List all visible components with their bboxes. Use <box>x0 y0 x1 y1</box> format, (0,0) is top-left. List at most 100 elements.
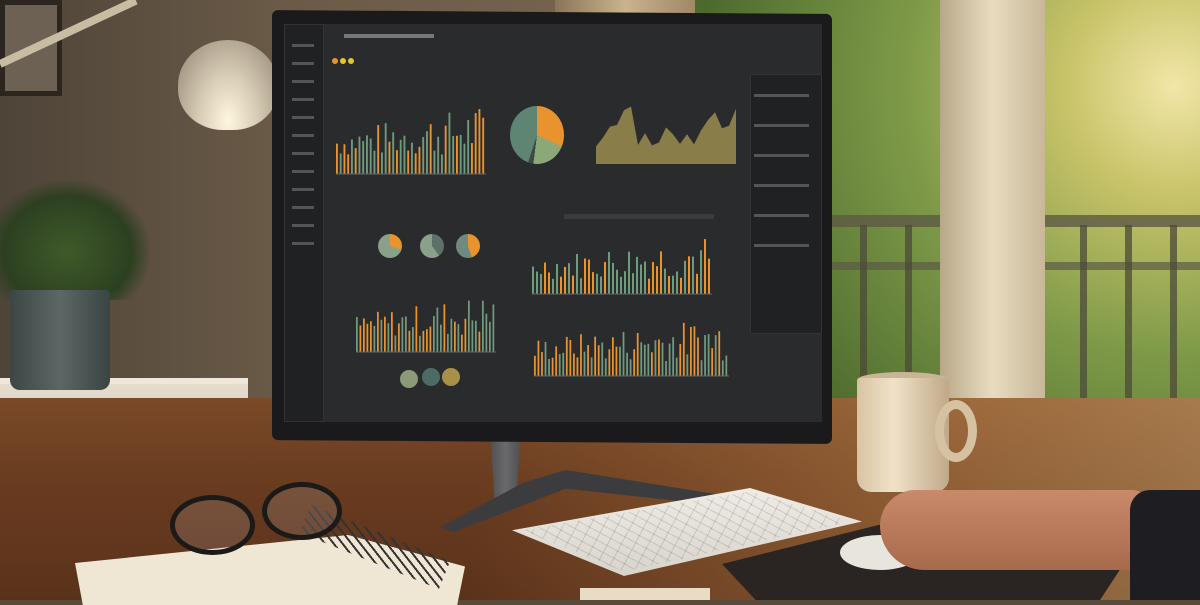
monitor-screen <box>284 24 822 422</box>
chart-bar <box>587 345 589 376</box>
chart-bar <box>359 325 362 352</box>
chart-bar <box>461 334 463 352</box>
railing-post <box>905 225 912 425</box>
chart-bar <box>358 136 361 174</box>
chart-bar <box>640 342 643 376</box>
chart-bar <box>652 262 654 294</box>
chart-bar <box>629 359 632 376</box>
chart-bar <box>441 154 443 174</box>
chart-bar <box>692 256 694 294</box>
glasses-icon <box>170 495 255 555</box>
chart-bar <box>548 272 550 294</box>
chart-bar <box>622 331 625 376</box>
status-dot <box>332 58 338 64</box>
chart-bar <box>672 275 674 294</box>
chart-bar <box>541 352 543 376</box>
chart-bar <box>556 264 558 294</box>
chart-bar <box>679 344 682 376</box>
chart-bar <box>532 266 534 294</box>
chart-bar <box>463 143 466 174</box>
chart-bar <box>700 360 703 376</box>
chart-bar <box>718 331 721 376</box>
plant-icon <box>0 180 150 300</box>
sidebar-item <box>292 152 314 155</box>
chart-bar <box>668 343 671 376</box>
chart-bar <box>468 300 470 352</box>
chart-bar <box>471 143 473 174</box>
chart-bar <box>696 273 698 294</box>
railing-post <box>1080 225 1087 425</box>
chart-bar <box>714 335 717 376</box>
chart-bar <box>688 256 690 294</box>
sidebar-item <box>292 116 314 119</box>
chart-bar <box>381 152 383 174</box>
chart-bar <box>555 346 558 376</box>
chart-bar <box>347 154 350 174</box>
chart-bar <box>626 352 628 376</box>
sidebar-item <box>292 44 314 47</box>
chart-bar <box>633 349 636 376</box>
chart-bar <box>573 353 575 376</box>
chart-bar <box>660 251 662 294</box>
chart-bar <box>680 277 682 294</box>
chart-bar <box>485 313 488 352</box>
chart-bar <box>608 349 611 376</box>
plant-pot <box>10 290 110 390</box>
chart-bar <box>366 135 368 174</box>
chart-bar <box>450 318 453 352</box>
chart-bar <box>725 355 728 376</box>
chart-bar <box>682 322 685 376</box>
chart-bar <box>704 239 706 294</box>
railing-post <box>1170 225 1177 425</box>
chart-bar <box>624 271 626 294</box>
chart-bar <box>711 348 714 376</box>
desk-lamp-icon <box>178 40 278 130</box>
chart-bar <box>422 137 425 174</box>
chart-bar <box>369 138 372 174</box>
sidebar-item <box>292 98 314 101</box>
paper <box>580 588 710 600</box>
chart-bar <box>551 357 554 376</box>
chart-bar <box>690 326 692 376</box>
chart-bar <box>478 331 481 352</box>
chart-bar <box>429 124 432 174</box>
chart-bar <box>363 318 365 352</box>
chart-bar <box>370 321 372 352</box>
chart-bar <box>580 278 582 294</box>
chart-bar <box>478 109 481 174</box>
chart-bar <box>456 135 458 174</box>
round-button[interactable] <box>400 370 418 388</box>
chart-bar <box>380 319 383 352</box>
round-button[interactable] <box>442 368 460 386</box>
chart-bar <box>401 317 404 352</box>
chart-bar <box>628 251 630 294</box>
chart-bar <box>489 321 491 352</box>
chart-bar <box>454 321 456 352</box>
chart-bar <box>576 357 579 376</box>
hand <box>880 490 1150 570</box>
chart-bar <box>351 139 353 174</box>
chart-bar <box>572 275 574 294</box>
chart-bar <box>475 320 477 352</box>
chart-bar <box>656 266 658 294</box>
chart-bar <box>339 153 342 174</box>
chart-bar <box>644 261 646 294</box>
sidebar-item <box>292 188 314 191</box>
chart-bar <box>540 273 542 294</box>
chart-bar <box>377 311 379 352</box>
chart-bar <box>482 117 485 174</box>
chart-bar <box>437 136 440 174</box>
sidebar-item <box>292 80 314 83</box>
chart-bar <box>665 360 667 376</box>
chart-bar <box>426 329 428 352</box>
chart-bar <box>562 352 565 376</box>
chart-bar <box>471 320 474 352</box>
chart-bar <box>356 317 358 352</box>
chart-bar <box>664 268 666 294</box>
status-dot <box>340 58 346 64</box>
chart-bar <box>388 141 391 174</box>
chart-bar <box>612 262 614 294</box>
round-button[interactable] <box>422 368 440 386</box>
chart-bar <box>392 132 395 174</box>
chart-bar <box>408 330 411 352</box>
